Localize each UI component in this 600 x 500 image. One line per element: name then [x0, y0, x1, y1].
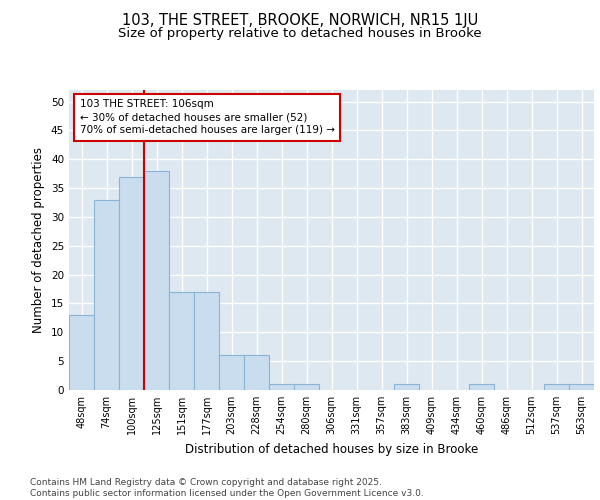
Bar: [119, 176, 144, 390]
Bar: [394, 384, 419, 390]
Bar: [544, 384, 569, 390]
Bar: [469, 384, 494, 390]
Bar: [294, 384, 319, 390]
Bar: [569, 384, 594, 390]
Bar: [69, 315, 94, 390]
Bar: [169, 292, 194, 390]
Bar: [269, 384, 294, 390]
Bar: [144, 171, 169, 390]
Bar: [94, 200, 119, 390]
Text: 103, THE STREET, BROOKE, NORWICH, NR15 1JU: 103, THE STREET, BROOKE, NORWICH, NR15 1…: [122, 12, 478, 28]
Y-axis label: Number of detached properties: Number of detached properties: [32, 147, 46, 333]
Bar: [194, 292, 219, 390]
Text: Contains HM Land Registry data © Crown copyright and database right 2025.
Contai: Contains HM Land Registry data © Crown c…: [30, 478, 424, 498]
Bar: [219, 356, 244, 390]
Text: Size of property relative to detached houses in Brooke: Size of property relative to detached ho…: [118, 28, 482, 40]
X-axis label: Distribution of detached houses by size in Brooke: Distribution of detached houses by size …: [185, 442, 478, 456]
Bar: [244, 356, 269, 390]
Text: 103 THE STREET: 106sqm
← 30% of detached houses are smaller (52)
70% of semi-det: 103 THE STREET: 106sqm ← 30% of detached…: [79, 99, 335, 136]
